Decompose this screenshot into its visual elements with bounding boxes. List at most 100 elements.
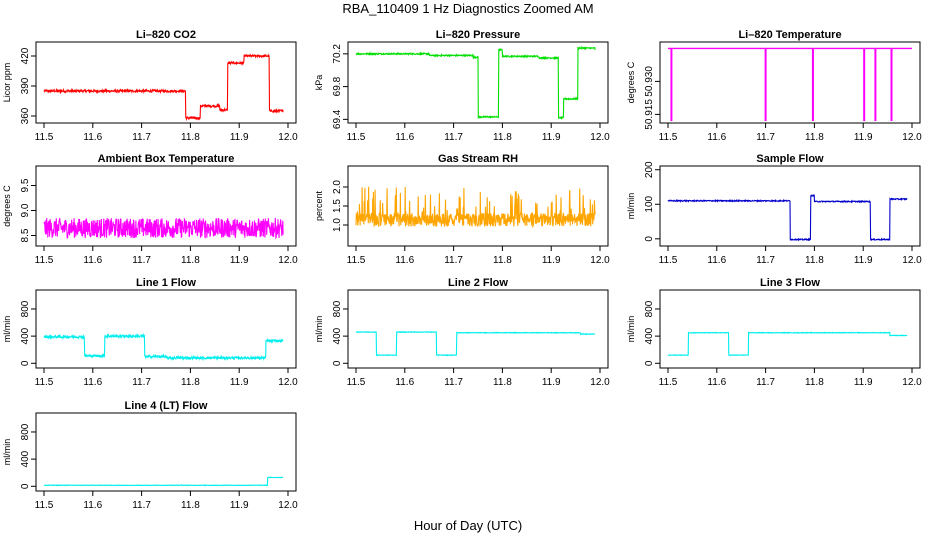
series-line xyxy=(43,53,284,122)
x-tick-label: 11.9 xyxy=(854,377,873,388)
x-tick-label: 12.0 xyxy=(902,255,922,266)
y-tick-label: 800 xyxy=(332,300,343,317)
y-tick-label: 50.915 xyxy=(644,99,655,130)
chart-title: Ambient Box Temperature xyxy=(98,153,235,165)
y-axis-label: degrees C xyxy=(2,185,12,227)
x-tick-label: 12.0 xyxy=(590,377,610,388)
x-tick-label: 12.0 xyxy=(902,377,922,388)
plot-frame xyxy=(659,165,921,247)
chart-4: Ambient Box Temperature degrees C 11.5 11.6… xyxy=(2,153,298,266)
chart-title: Sample Flow xyxy=(756,153,824,165)
y-tick-label: 800 xyxy=(20,300,31,317)
series-line xyxy=(355,186,596,229)
x-tick-label: 11.9 xyxy=(542,132,561,143)
y-tick-label: 0 xyxy=(20,360,31,366)
y-tick-label: 69.8 xyxy=(332,76,343,96)
plot-frame xyxy=(347,289,609,369)
series-line xyxy=(43,476,284,487)
chart-7: Line 1 Flow ml/min 11.5 11.6 11.7 11.8 11.9 12.… xyxy=(2,277,298,388)
y-tick-label: 0 xyxy=(20,483,31,489)
y-axis-label: degrees C xyxy=(626,61,636,103)
y-axis-label: Licor ppm xyxy=(2,63,12,103)
y-tick-label: 390 xyxy=(20,77,31,94)
chart-3: Li–820 Temperature degrees C 11.5 11.6 11.7 1… xyxy=(626,29,922,143)
chart-title: Line 3 Flow xyxy=(760,277,820,289)
plot-frame xyxy=(35,41,297,124)
x-tick-label: 11.6 xyxy=(395,377,414,388)
series-line xyxy=(667,331,908,357)
chart-title: Li–820 CO2 xyxy=(136,29,196,41)
x-tick-label: 11.9 xyxy=(230,500,249,511)
x-tick-label: 11.7 xyxy=(132,132,151,143)
y-tick-label: 0 xyxy=(644,236,655,242)
x-tick-label: 11.7 xyxy=(756,255,775,266)
x-tick-label: 11.9 xyxy=(542,377,561,388)
chart-2: Li–820 Pressure kPa 11.5 11.6 11.7 11.8 11.9 12… xyxy=(314,29,610,143)
y-tick-label: 0 xyxy=(332,360,343,366)
y-tick-label: 200 xyxy=(644,161,655,178)
y-tick-label: 1.5 xyxy=(332,199,343,213)
x-tick-label: 11.5 xyxy=(347,132,366,143)
x-tick-label: 11.8 xyxy=(805,377,824,388)
y-tick-label: 800 xyxy=(20,423,31,440)
y-axis-label: percent xyxy=(314,190,324,221)
y-tick-label: 400 xyxy=(332,327,343,344)
y-tick-label: 360 xyxy=(20,107,31,124)
x-tick-label: 11.8 xyxy=(181,377,200,388)
x-tick-label: 12.0 xyxy=(590,132,610,143)
plot-frame xyxy=(347,41,609,124)
x-tick-label: 11.8 xyxy=(805,132,824,143)
x-tick-label: 11.6 xyxy=(83,500,102,511)
x-tick-label: 11.5 xyxy=(35,500,54,511)
x-tick-label: 11.5 xyxy=(659,255,678,266)
x-tick-label: 11.7 xyxy=(132,255,151,266)
x-tick-label: 11.8 xyxy=(181,255,200,266)
chart-5: Gas Stream RH percent 11.5 11.6 11.7 11.8 11.9… xyxy=(314,153,610,266)
y-axis-label: ml/min xyxy=(626,193,636,220)
chart-1: Li–820 CO2 Licor ppm 11.5 11.6 11.7 11.8 11.9 1… xyxy=(2,29,298,143)
x-tick-label: 12.0 xyxy=(590,255,610,266)
y-tick-label: 9.0 xyxy=(20,203,31,217)
chart-title: Line 2 Flow xyxy=(448,277,508,289)
series-line xyxy=(355,330,596,357)
x-tick-label: 11.9 xyxy=(854,132,873,143)
y-tick-label: 8.5 xyxy=(20,228,31,242)
y-axis-label: ml/min xyxy=(314,316,324,343)
x-tick-label: 11.5 xyxy=(35,132,54,143)
x-tick-label: 11.7 xyxy=(756,377,775,388)
x-tick-label: 12.0 xyxy=(278,132,298,143)
x-tick-label: 11.8 xyxy=(493,255,512,266)
y-tick-label: 0 xyxy=(644,360,655,366)
y-axis-label: ml/min xyxy=(2,316,12,343)
series-line xyxy=(355,45,596,121)
x-tick-label: 11.5 xyxy=(659,132,678,143)
y-tick-label: 400 xyxy=(644,327,655,344)
x-tick-label: 11.6 xyxy=(707,377,726,388)
y-axis-label: kPa xyxy=(314,75,324,91)
x-tick-label: 11.6 xyxy=(707,255,726,266)
x-tick-label: 12.0 xyxy=(902,132,922,143)
x-tick-label: 11.6 xyxy=(83,377,102,388)
y-tick-label: 800 xyxy=(644,300,655,317)
x-tick-label: 11.6 xyxy=(83,255,102,266)
plot-frame xyxy=(35,412,297,492)
y-tick-label: 400 xyxy=(20,327,31,344)
y-axis-label: ml/min xyxy=(2,439,12,466)
chart-9: Line 3 Flow ml/min 11.5 11.6 11.7 11.8 11.9 12.… xyxy=(626,277,922,388)
y-tick-label: 1.0 xyxy=(332,218,343,232)
y-tick-label: 400 xyxy=(20,450,31,467)
x-tick-label: 11.7 xyxy=(756,132,775,143)
x-tick-label: 11.7 xyxy=(132,377,151,388)
y-tick-label: 2.0 xyxy=(332,180,343,194)
series-line xyxy=(43,332,284,362)
plot-frame xyxy=(659,41,921,124)
x-tick-label: 11.9 xyxy=(230,377,249,388)
series-line xyxy=(43,217,284,240)
y-tick-label: 70.2 xyxy=(332,44,343,64)
x-tick-label: 11.8 xyxy=(805,255,824,266)
page-title: RBA_110409 1 Hz Diagnostics Zoomed AM xyxy=(342,1,594,16)
plot-frame xyxy=(35,165,297,247)
x-tick-label: 11.6 xyxy=(707,132,726,143)
x-tick-label: 11.9 xyxy=(230,132,249,143)
